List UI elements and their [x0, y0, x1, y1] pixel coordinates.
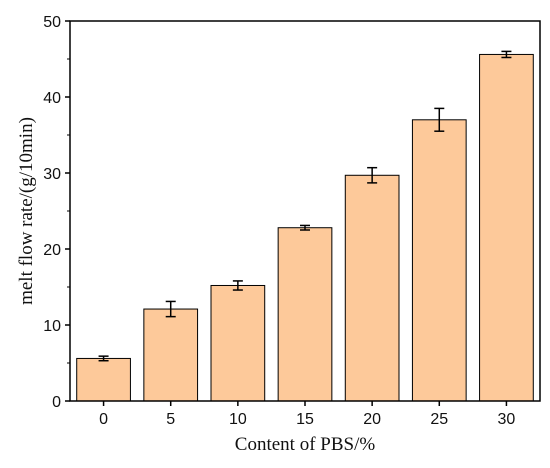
x-tick-label-15: 15 — [296, 411, 314, 428]
error-bar-10 — [232, 280, 243, 291]
bar-30 — [479, 53, 534, 402]
y-tick-label-50: 50 — [43, 14, 61, 31]
x-tick-label-10: 10 — [229, 411, 247, 428]
bar-25 — [411, 119, 467, 402]
x-tick-label-20: 20 — [363, 411, 381, 428]
bar-0 — [76, 357, 131, 402]
bar-5 — [143, 308, 199, 402]
y-tick-label-40: 40 — [43, 90, 61, 107]
y-axis-ticks: 0 10 20 30 40 50 — [43, 14, 70, 411]
error-bars-group — [98, 50, 512, 362]
x-tick-label-30: 30 — [498, 411, 516, 428]
y-tick-label-0: 0 — [52, 394, 61, 411]
y-tick-label-30: 30 — [43, 166, 61, 183]
error-bar-0 — [98, 355, 109, 362]
error-bar-15 — [300, 224, 310, 231]
y-axis-title: melt flow rate/(g/10min) — [16, 117, 37, 305]
error-bar-5 — [165, 300, 176, 318]
bar-20 — [344, 174, 400, 402]
x-axis-ticks: 0 5 10 15 20 25 30 — [99, 401, 515, 428]
bar-15 — [277, 227, 333, 402]
bar-10 — [210, 284, 266, 402]
x-axis-title: Content of PBS/% — [235, 434, 376, 455]
error-bar-30 — [501, 50, 512, 59]
bars-group — [76, 53, 534, 402]
x-tick-label-0: 0 — [99, 411, 108, 428]
x-tick-label-5: 5 — [166, 411, 175, 428]
y-tick-label-10: 10 — [43, 318, 61, 335]
error-bar-20 — [367, 166, 378, 184]
x-tick-label-25: 25 — [430, 411, 448, 428]
error-bar-25 — [434, 107, 445, 132]
y-tick-label-20: 20 — [43, 242, 61, 259]
